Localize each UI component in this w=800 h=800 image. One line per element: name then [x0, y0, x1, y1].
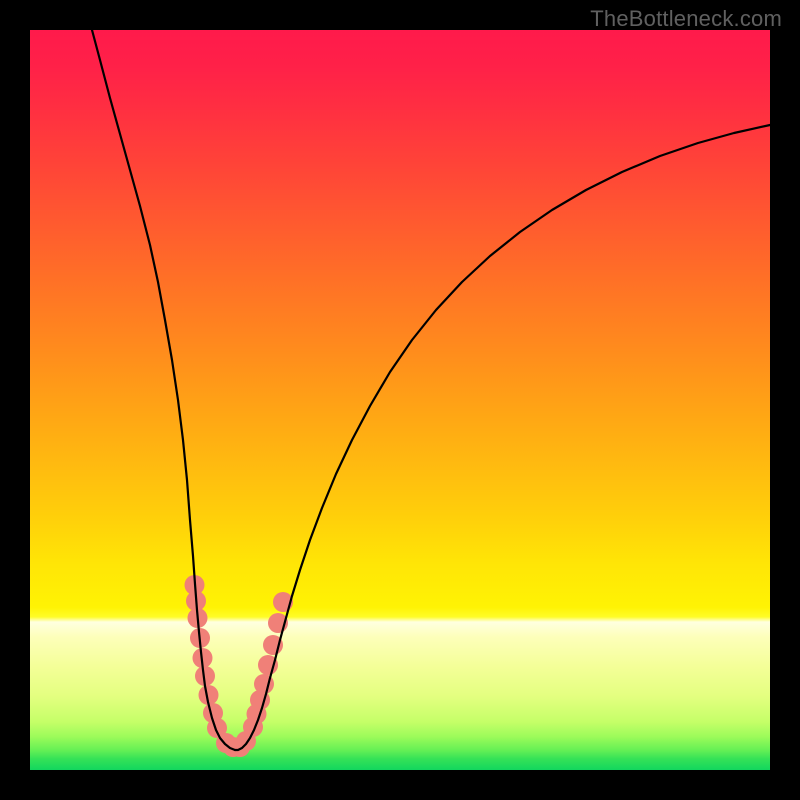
chart-svg — [0, 0, 800, 800]
bottleneck-curve — [92, 30, 235, 750]
bottleneck-curve — [235, 125, 770, 750]
watermark-text: TheBottleneck.com — [590, 6, 782, 32]
outer-frame: TheBottleneck.com — [0, 0, 800, 800]
